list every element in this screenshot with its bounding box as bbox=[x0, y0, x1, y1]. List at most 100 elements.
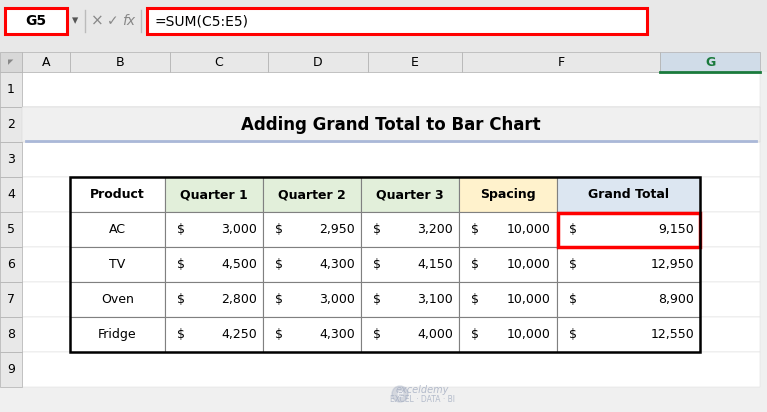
Bar bbox=[22, 247, 760, 282]
Text: F: F bbox=[558, 56, 565, 68]
Bar bbox=[361, 177, 459, 212]
Bar bbox=[0, 0, 767, 52]
Bar bbox=[22, 107, 760, 142]
Bar bbox=[0, 317, 22, 352]
Bar bbox=[459, 317, 557, 352]
Bar bbox=[263, 212, 361, 247]
Bar bbox=[361, 317, 459, 352]
Bar bbox=[557, 282, 700, 317]
Text: 12,950: 12,950 bbox=[650, 258, 694, 271]
Text: 12,550: 12,550 bbox=[650, 328, 694, 341]
Bar bbox=[0, 352, 22, 387]
Text: $: $ bbox=[471, 258, 479, 271]
Text: Quarter 3: Quarter 3 bbox=[376, 188, 444, 201]
Text: 1: 1 bbox=[7, 83, 15, 96]
Text: 4,500: 4,500 bbox=[221, 258, 257, 271]
Text: 4,300: 4,300 bbox=[319, 328, 355, 341]
Bar bbox=[165, 282, 263, 317]
Text: 3,000: 3,000 bbox=[221, 223, 257, 236]
Text: $: $ bbox=[373, 328, 381, 341]
Text: fx: fx bbox=[123, 14, 136, 28]
Text: ✓: ✓ bbox=[107, 14, 119, 28]
Bar bbox=[165, 317, 263, 352]
Text: Product: Product bbox=[91, 188, 145, 201]
Text: $: $ bbox=[373, 223, 381, 236]
Bar bbox=[22, 352, 760, 387]
Text: Quarter 1: Quarter 1 bbox=[180, 188, 248, 201]
Bar bbox=[0, 177, 22, 212]
Text: $: $ bbox=[471, 223, 479, 236]
Bar bbox=[22, 282, 760, 317]
Bar bbox=[268, 52, 368, 72]
Text: $: $ bbox=[373, 258, 381, 271]
Text: $: $ bbox=[275, 328, 283, 341]
Bar bbox=[660, 52, 760, 72]
Bar bbox=[22, 177, 760, 212]
Text: 3,000: 3,000 bbox=[319, 293, 355, 306]
Bar bbox=[165, 177, 263, 212]
Bar bbox=[459, 212, 557, 247]
Text: AC: AC bbox=[109, 223, 126, 236]
Text: 10,000: 10,000 bbox=[507, 293, 551, 306]
Bar bbox=[459, 247, 557, 282]
Text: 3: 3 bbox=[7, 153, 15, 166]
Text: Oven: Oven bbox=[101, 293, 134, 306]
Bar bbox=[70, 282, 165, 317]
Bar bbox=[0, 212, 22, 247]
Text: ◤: ◤ bbox=[8, 59, 14, 65]
Bar bbox=[0, 72, 22, 107]
Bar bbox=[70, 177, 700, 352]
Text: $: $ bbox=[275, 258, 283, 271]
Text: $: $ bbox=[275, 293, 283, 306]
Text: Spacing: Spacing bbox=[480, 188, 536, 201]
Text: 8: 8 bbox=[7, 328, 15, 341]
Bar bbox=[361, 282, 459, 317]
Text: ▾: ▾ bbox=[72, 14, 78, 28]
Bar bbox=[557, 177, 700, 212]
Bar bbox=[462, 52, 660, 72]
Text: $: $ bbox=[373, 293, 381, 306]
Bar bbox=[459, 177, 557, 212]
Bar bbox=[22, 142, 760, 177]
Text: exceldemy: exceldemy bbox=[395, 385, 449, 395]
Text: TV: TV bbox=[110, 258, 126, 271]
Text: 10,000: 10,000 bbox=[507, 258, 551, 271]
Bar bbox=[263, 282, 361, 317]
Bar bbox=[0, 247, 22, 282]
Bar bbox=[0, 282, 22, 317]
Text: =SUM(C5:E5): =SUM(C5:E5) bbox=[155, 14, 249, 28]
Text: 4,150: 4,150 bbox=[417, 258, 453, 271]
Bar bbox=[5, 8, 67, 34]
Bar bbox=[459, 282, 557, 317]
Text: 2: 2 bbox=[7, 118, 15, 131]
Bar bbox=[22, 72, 760, 107]
Bar bbox=[165, 212, 263, 247]
Text: 4,000: 4,000 bbox=[417, 328, 453, 341]
Text: $: $ bbox=[177, 223, 185, 236]
Text: 4: 4 bbox=[7, 188, 15, 201]
Text: 5: 5 bbox=[7, 223, 15, 236]
Text: 4,250: 4,250 bbox=[221, 328, 257, 341]
Text: $: $ bbox=[275, 223, 283, 236]
Bar bbox=[70, 317, 165, 352]
Text: 2,800: 2,800 bbox=[221, 293, 257, 306]
Text: D: D bbox=[313, 56, 323, 68]
Bar bbox=[147, 8, 647, 34]
Text: A: A bbox=[41, 56, 51, 68]
Bar bbox=[22, 52, 70, 72]
Bar bbox=[70, 177, 165, 212]
Text: 3,100: 3,100 bbox=[417, 293, 453, 306]
Text: $: $ bbox=[471, 293, 479, 306]
Text: Adding Grand Total to Bar Chart: Adding Grand Total to Bar Chart bbox=[241, 115, 541, 133]
Bar bbox=[0, 142, 22, 177]
Text: $: $ bbox=[177, 258, 185, 271]
Bar bbox=[22, 317, 760, 352]
Text: ×: × bbox=[91, 14, 104, 28]
Text: B: B bbox=[116, 56, 124, 68]
Text: $: $ bbox=[569, 223, 577, 236]
Bar bbox=[0, 107, 22, 142]
Bar bbox=[368, 52, 462, 72]
Text: $: $ bbox=[569, 258, 577, 271]
Text: 2,950: 2,950 bbox=[319, 223, 355, 236]
Bar bbox=[165, 247, 263, 282]
